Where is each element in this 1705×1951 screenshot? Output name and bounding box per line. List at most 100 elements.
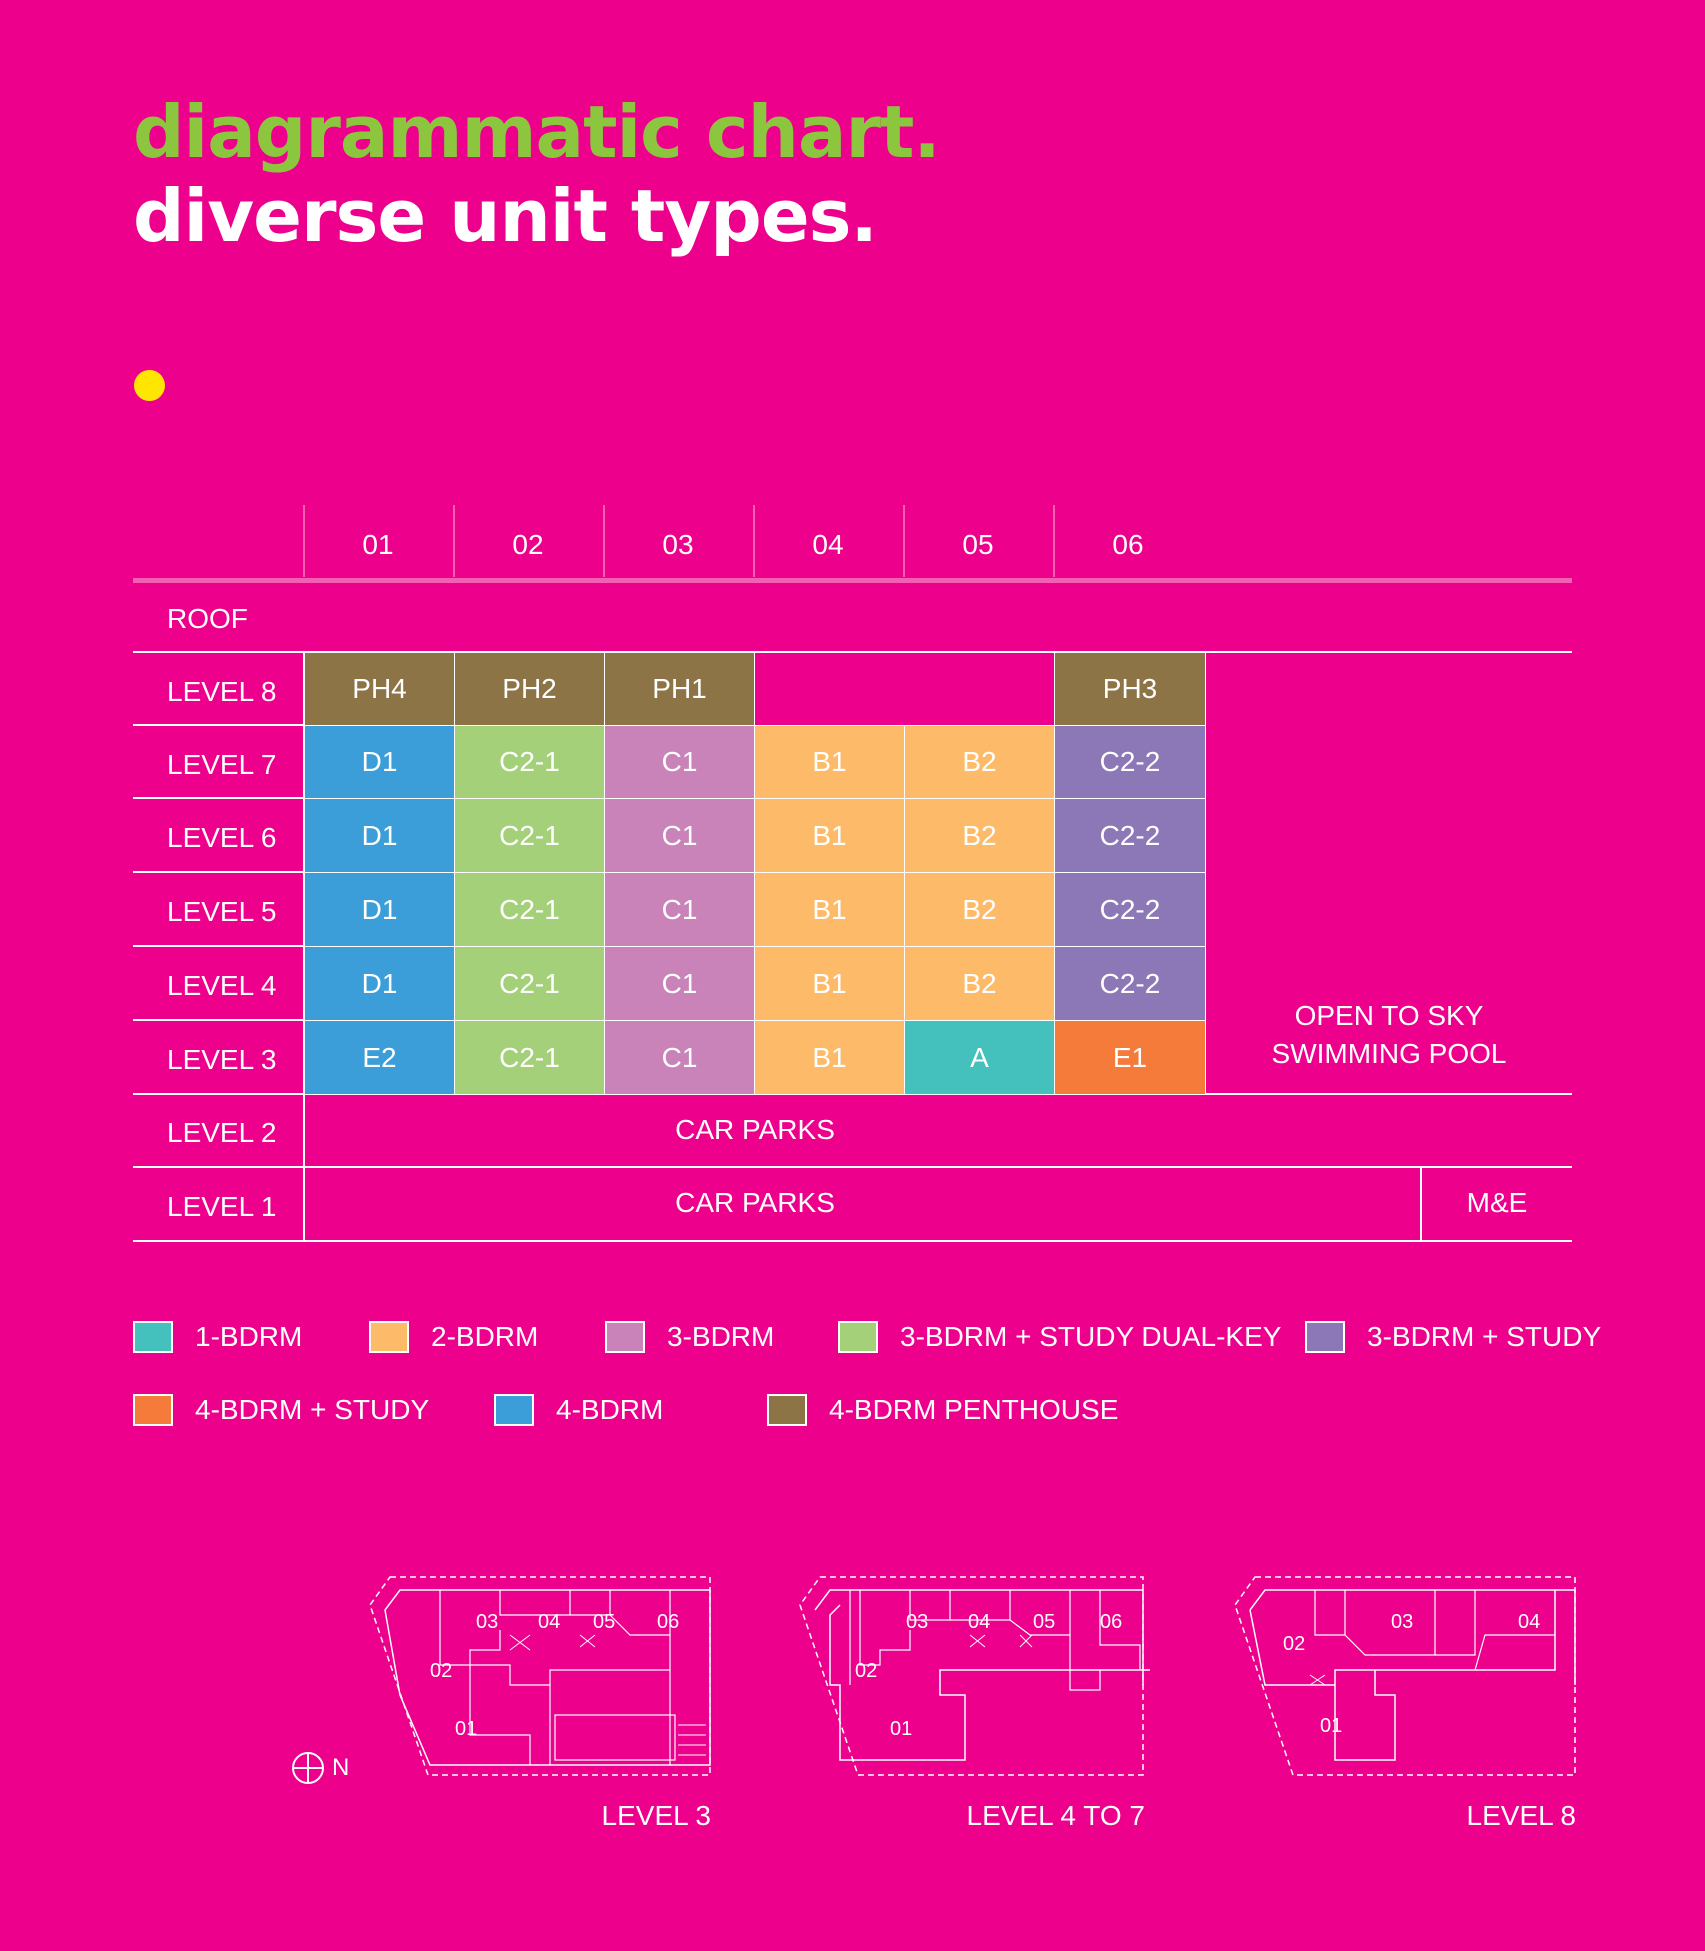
legend-swatch (369, 1321, 409, 1353)
column-separator (603, 505, 605, 577)
compass-icon (292, 1752, 324, 1784)
unit-cell: C1 (604, 725, 755, 799)
unit-cell: D1 (304, 946, 455, 1021)
unit-cell: C1 (604, 1020, 755, 1095)
plan-label-level8: LEVEL 8 (1466, 1800, 1576, 1831)
legend-label: 1-BDRM (195, 1321, 303, 1352)
row-divider (133, 1240, 1572, 1242)
plan-unit-label: 03 (906, 1611, 929, 1633)
me-label: M&E (1466, 1187, 1528, 1218)
plan-unit-label: 02 (1283, 1633, 1306, 1655)
row-label-level5: LEVEL 5 (167, 896, 277, 927)
column-header-03: 03 (662, 529, 694, 560)
legend-item: 1-BDRM (133, 1319, 302, 1355)
unit-cell: C2-2 (1054, 872, 1206, 947)
unit-cell: B1 (754, 872, 905, 947)
legend-item: 3-BDRM + STUDY (1305, 1319, 1601, 1355)
unit-cell: B1 (754, 798, 905, 873)
north-indicator: N (290, 1750, 349, 1786)
row-label-level2: LEVEL 2 (167, 1117, 277, 1148)
north-label: N (332, 1754, 350, 1781)
row-divider (133, 1166, 1572, 1168)
legend-swatch (605, 1321, 645, 1353)
row-divider (133, 797, 303, 799)
unit-cell: C2-1 (454, 946, 605, 1021)
unit-cell: C2-1 (454, 1020, 605, 1095)
legend-swatch (1305, 1321, 1345, 1353)
unit-cell: A (904, 1020, 1055, 1095)
row-label-level3: LEVEL 3 (167, 1044, 277, 1075)
column-separator (453, 505, 455, 577)
legend-item: 3-BDRM + STUDY DUAL-KEY (838, 1319, 1281, 1355)
floor-plan-level3: 03 04 05 06 02 01 (369, 1575, 715, 1785)
legend-item: 3-BDRM (605, 1319, 774, 1355)
me-divider (1420, 1166, 1422, 1242)
plan-unit-label: 03 (1391, 1611, 1414, 1633)
floor-plan-level8: 02 03 04 01 (1234, 1575, 1580, 1785)
plan-unit-label: 02 (430, 1660, 453, 1682)
plan-unit-label: 03 (476, 1611, 499, 1633)
plan-unit-label: 05 (1033, 1611, 1056, 1633)
unit-cell: D1 (304, 725, 455, 799)
plan-label-level4to7: LEVEL 4 TO 7 (966, 1800, 1146, 1831)
plan-unit-label: 01 (890, 1718, 913, 1740)
legend-item: 4-BDRM (494, 1392, 663, 1428)
unit-cell: B2 (904, 725, 1055, 799)
plan-unit-label: 04 (1518, 1611, 1541, 1633)
legend-swatch (133, 1394, 173, 1426)
legend-swatch (133, 1321, 173, 1353)
unit-cell: C1 (604, 798, 755, 873)
legend-label: 3-BDRM + STUDY (1367, 1321, 1602, 1352)
plan-unit-label: 05 (593, 1611, 616, 1633)
unit-cell: C2-2 (1054, 798, 1206, 873)
column-separator (303, 505, 305, 577)
row-label-level6: LEVEL 6 (167, 822, 277, 853)
legend-swatch (494, 1394, 534, 1426)
row-label-level7: LEVEL 7 (167, 749, 277, 780)
column-separator (903, 505, 905, 577)
column-separator (1053, 505, 1055, 577)
pool-label: OPEN TO SKY SWIMMING POOL (1206, 997, 1572, 1073)
legend-item: 2-BDRM (369, 1319, 538, 1355)
row-label-level8: LEVEL 8 (167, 676, 277, 707)
plan-unit-label: 06 (1100, 1611, 1123, 1633)
row-label-roof: ROOF (167, 603, 248, 634)
column-header-05: 05 (962, 529, 994, 560)
plan-unit-label: 02 (855, 1660, 878, 1682)
column-header-04: 04 (812, 529, 844, 560)
column-header-06: 06 (1112, 529, 1144, 560)
row-divider (133, 945, 303, 947)
row-divider (133, 651, 1572, 653)
unit-cell: B2 (904, 946, 1055, 1021)
legend-swatch (838, 1321, 878, 1353)
legend-item: 4-BDRM + STUDY (133, 1392, 429, 1428)
legend-label: 4-BDRM (556, 1394, 664, 1425)
unit-cell: C2-2 (1054, 725, 1206, 799)
unit-cell: E2 (304, 1020, 455, 1095)
floor-plan-level4to7: 03 04 05 06 02 01 (799, 1575, 1150, 1785)
plan-unit-label: 06 (657, 1611, 680, 1633)
legend-label: 4-BDRM + STUDY (195, 1394, 430, 1425)
unit-cell: C2-1 (454, 872, 605, 947)
row-divider (133, 724, 303, 726)
unit-cell: B2 (904, 798, 1055, 873)
plan-unit-label: 01 (1320, 1715, 1343, 1737)
unit-cell: D1 (304, 798, 455, 873)
row-label-level1: LEVEL 1 (167, 1191, 277, 1222)
legend-item: 4-BDRM PENTHOUSE (767, 1392, 1118, 1428)
carparks-level1: CAR PARKS (675, 1187, 835, 1218)
unit-cell: B1 (754, 725, 905, 799)
unit-cell: C2-2 (1054, 946, 1206, 1021)
unit-cell: B1 (754, 946, 905, 1021)
column-header-01: 01 (362, 529, 394, 560)
column-separator (753, 505, 755, 577)
floor-plan-level3-drawing (369, 1576, 711, 1776)
unit-cell: E1 (1054, 1020, 1206, 1095)
unit-cell: D1 (304, 872, 455, 947)
plan-unit-label: 04 (538, 1611, 561, 1633)
row-label-level4: LEVEL 4 (167, 970, 277, 1001)
unit-cell: C2-1 (454, 725, 605, 799)
row-divider (133, 871, 303, 873)
pool-label-line1: OPEN TO SKY (1294, 1000, 1484, 1031)
unit-cell: PH1 (604, 652, 755, 726)
